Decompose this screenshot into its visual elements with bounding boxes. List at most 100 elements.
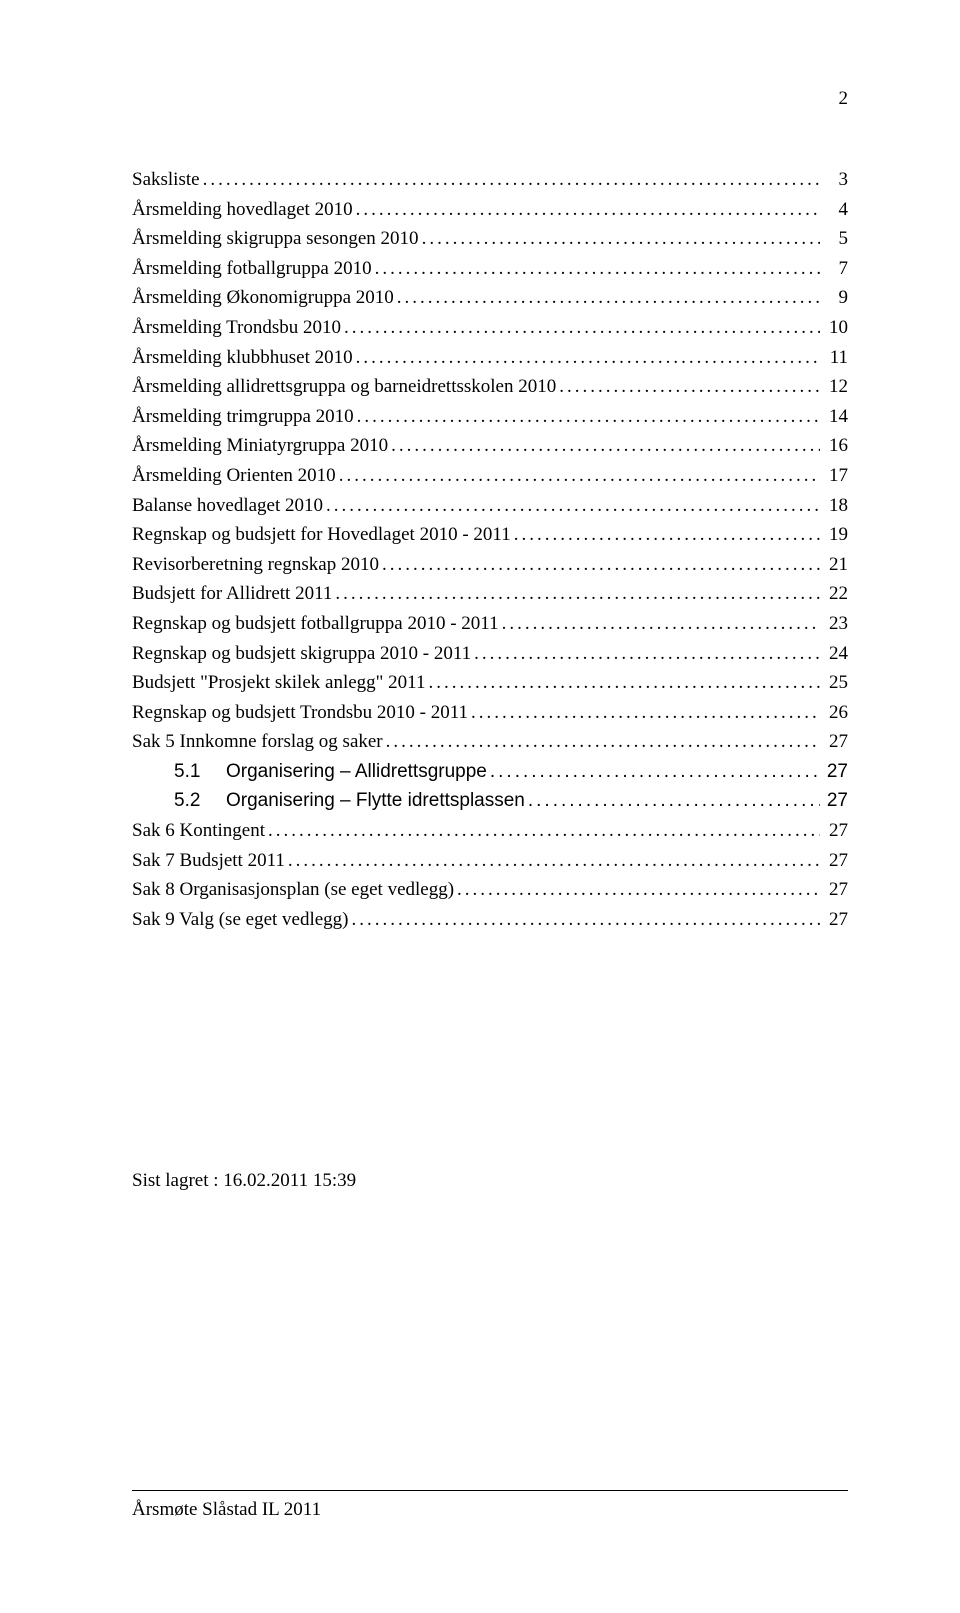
toc-leader-dots — [388, 431, 820, 461]
toc-row: Årsmelding klubbhuset 201011 — [132, 343, 848, 373]
toc-entry-label: Regnskap og budsjett skigruppa 2010 - 20… — [132, 639, 471, 669]
toc-leader-dots — [336, 461, 820, 491]
toc-entry-page: 21 — [820, 550, 848, 580]
toc-entry-page: 7 — [820, 254, 848, 284]
toc-leader-dots — [354, 402, 820, 432]
toc-row: Sak 9 Valg (se eget vedlegg) 27 — [132, 905, 848, 935]
toc-entry-page: 27 — [820, 816, 848, 846]
toc-entry-label: Saksliste — [132, 165, 200, 195]
toc-leader-dots — [454, 875, 820, 905]
toc-entry-label: Balanse hovedlaget 2010 — [132, 491, 323, 521]
toc-entry-label: Sak 5 Innkomne forslag og saker — [132, 727, 383, 757]
toc-leader-dots — [425, 668, 820, 698]
toc-entry-page: 9 — [820, 283, 848, 313]
toc-leader-dots — [379, 550, 820, 580]
toc-entry-page: 27 — [820, 846, 848, 876]
toc-leader-dots — [353, 343, 820, 373]
toc-entry-label: Sak 6 Kontingent — [132, 816, 265, 846]
toc-entry-label: Revisorberetning regnskap 2010 — [132, 550, 379, 580]
toc-entry-page: 23 — [820, 609, 848, 639]
toc-entry-label: 5.2Organisering – Flytte idrettsplassen — [174, 786, 525, 816]
page-number: 2 — [839, 88, 849, 110]
toc-row: Regnskap og budsjett fotballgruppa 2010 … — [132, 609, 848, 639]
toc-entry-page: 17 — [820, 461, 848, 491]
toc-row: Årsmelding trimgruppa 201014 — [132, 402, 848, 432]
toc-leader-dots — [499, 609, 820, 639]
toc-row: Årsmelding hovedlaget 2010 4 — [132, 195, 848, 225]
toc-leader-dots — [285, 846, 820, 876]
toc-entry-page: 18 — [820, 491, 848, 521]
toc-row: Budsjett "Prosjekt skilek anlegg" 2011 25 — [132, 668, 848, 698]
toc-entry-page: 27 — [820, 875, 848, 905]
toc-row: Regnskap og budsjett for Hovedlaget 2010… — [132, 520, 848, 550]
toc-entry-page: 24 — [820, 639, 848, 669]
toc-entry-label: Budsjett "Prosjekt skilek anlegg" 2011 — [132, 668, 425, 698]
toc-entry-label: Sak 8 Organisasjonsplan (se eget vedlegg… — [132, 875, 454, 905]
toc-entry-page: 3 — [820, 165, 848, 195]
toc-row: 5.1Organisering – Allidrettsgruppe 27 — [132, 757, 848, 787]
toc-entry-page: 26 — [820, 698, 848, 728]
toc-entry-page: 12 — [820, 372, 848, 402]
toc-row: Årsmelding Miniatyrgruppa 2010 16 — [132, 431, 848, 461]
toc-leader-dots — [332, 579, 820, 609]
toc-row: Sak 5 Innkomne forslag og saker 27 — [132, 727, 848, 757]
toc-leader-dots — [471, 639, 820, 669]
toc-entry-page: 27 — [820, 727, 848, 757]
toc-entry-label: Årsmelding allidrettsgruppa og barneidre… — [132, 372, 556, 402]
toc-leader-dots — [419, 224, 820, 254]
toc-entry-page: 10 — [820, 313, 848, 343]
toc-entry-label: Årsmelding fotballgruppa 2010 — [132, 254, 372, 284]
toc-row: Årsmelding Trondsbu 201010 — [132, 313, 848, 343]
toc-row: Årsmelding allidrettsgruppa og barneidre… — [132, 372, 848, 402]
toc-entry-label: Årsmelding Økonomigruppa 2010 — [132, 283, 394, 313]
toc-entry-page: 27 — [820, 905, 848, 935]
toc-entry-label: Årsmelding trimgruppa 2010 — [132, 402, 354, 432]
toc-entry-label: 5.1Organisering – Allidrettsgruppe — [174, 757, 487, 787]
toc-entry-page: 16 — [820, 431, 848, 461]
toc-leader-dots — [372, 254, 820, 284]
toc-entry-text: Organisering – Allidrettsgruppe — [226, 761, 487, 782]
toc-leader-dots — [383, 727, 820, 757]
toc-entry-page: 27 — [820, 757, 848, 787]
toc-row: Årsmelding skigruppa sesongen 20105 — [132, 224, 848, 254]
toc-leader-dots — [341, 313, 820, 343]
toc-entry-label: Budsjett for Allidrett 2011 — [132, 579, 332, 609]
document-page: 2 Saksliste3Årsmelding hovedlaget 20104Å… — [0, 0, 960, 1613]
footer-divider — [132, 1490, 848, 1491]
toc-leader-dots — [487, 757, 820, 787]
toc-leader-dots — [511, 520, 820, 550]
toc-entry-page: 25 — [820, 668, 848, 698]
toc-leader-dots — [394, 283, 820, 313]
toc-entry-label: Årsmelding Orienten 2010 — [132, 461, 336, 491]
toc-row: Regnskap og budsjett skigruppa 2010 - 20… — [132, 639, 848, 669]
toc-row: Revisorberetning regnskap 2010 21 — [132, 550, 848, 580]
toc-entry-page: 11 — [820, 343, 848, 373]
toc-row: Saksliste 3 — [132, 165, 848, 195]
toc-row: Årsmelding Økonomigruppa 2010 9 — [132, 283, 848, 313]
toc-entry-label: Årsmelding hovedlaget 2010 — [132, 195, 353, 225]
toc-row: Budsjett for Allidrett 2011 22 — [132, 579, 848, 609]
toc-leader-dots — [349, 905, 820, 935]
toc-entry-page: 22 — [820, 579, 848, 609]
toc-leader-dots — [265, 816, 820, 846]
toc-entry-page: 4 — [820, 195, 848, 225]
toc-row: Årsmelding Orienten 2010 17 — [132, 461, 848, 491]
toc-entry-label: Årsmelding Miniatyrgruppa 2010 — [132, 431, 388, 461]
toc-leader-dots — [323, 491, 820, 521]
toc-row: Regnskap og budsjett Trondsbu 2010 - 201… — [132, 698, 848, 728]
toc-leader-dots — [353, 195, 820, 225]
footer-text: Årsmøte Slåstad IL 2011 — [132, 1499, 321, 1521]
last-saved-timestamp: Sist lagret : 16.02.2011 15:39 — [132, 1170, 356, 1192]
toc-entry-page: 5 — [820, 224, 848, 254]
toc-entry-label: Regnskap og budsjett fotballgruppa 2010 … — [132, 609, 499, 639]
toc-leader-dots — [468, 698, 820, 728]
toc-entry-page: 19 — [820, 520, 848, 550]
toc-row: Balanse hovedlaget 2010 18 — [132, 491, 848, 521]
toc-entry-text: Organisering – Flytte idrettsplassen — [226, 790, 525, 811]
toc-row: 5.2Organisering – Flytte idrettsplassen 2… — [132, 786, 848, 816]
table-of-contents: Saksliste3Årsmelding hovedlaget 20104Års… — [132, 165, 848, 934]
toc-entry-number: 5.1 — [174, 757, 226, 787]
toc-entry-page: 27 — [820, 786, 848, 816]
toc-leader-dots — [200, 165, 820, 195]
toc-entry-label: Sak 9 Valg (se eget vedlegg) — [132, 905, 349, 935]
